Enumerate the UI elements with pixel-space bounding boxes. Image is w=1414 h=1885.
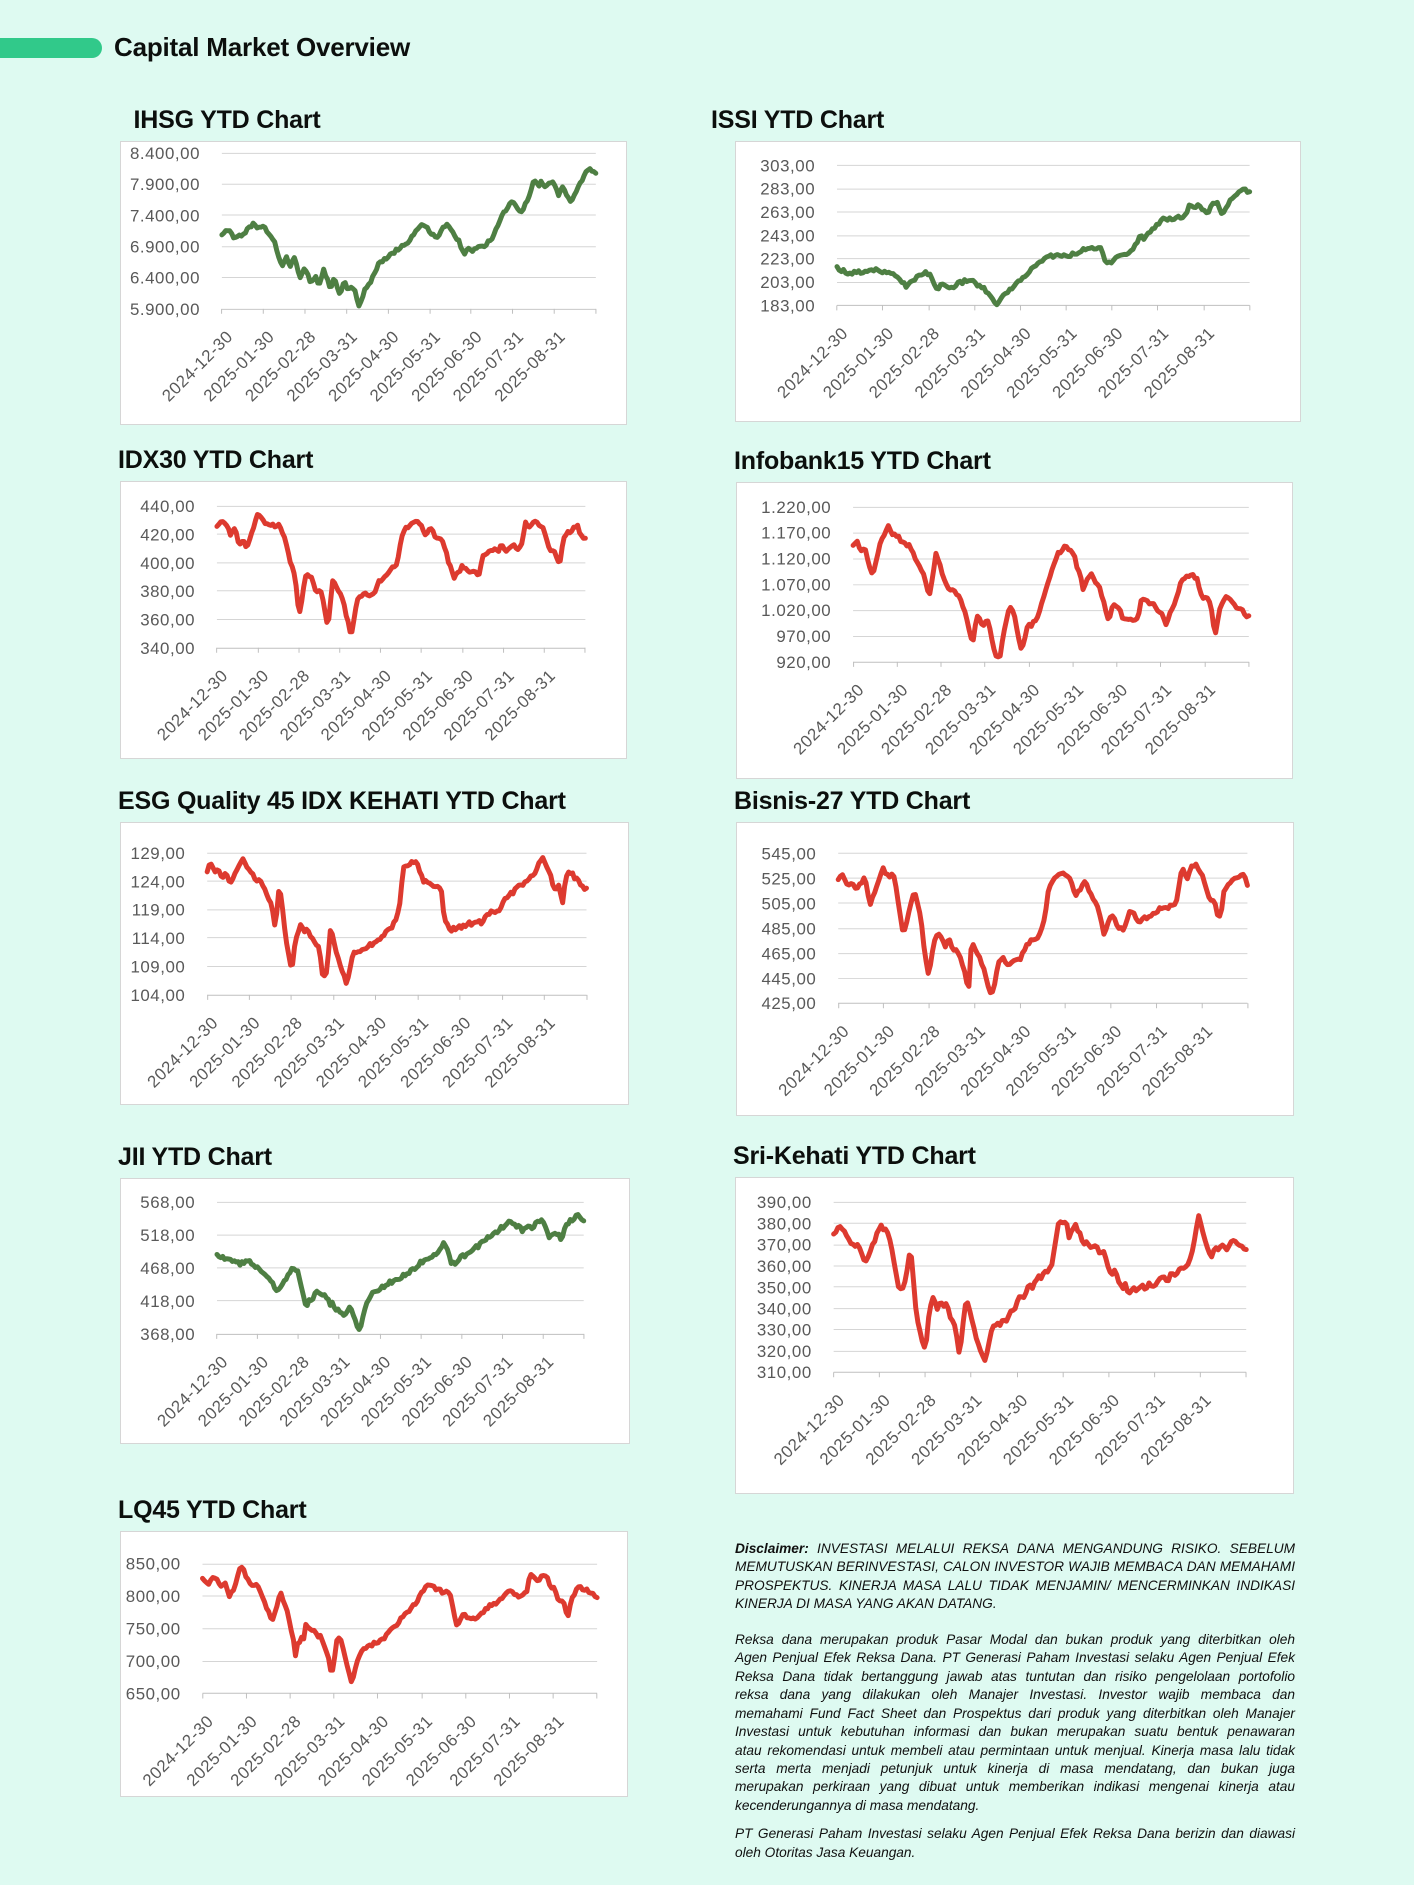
svg-text:223,00: 223,00 <box>760 250 815 269</box>
svg-text:263,00: 263,00 <box>760 203 815 222</box>
svg-text:850,00: 850,00 <box>126 1555 181 1574</box>
svg-text:119,00: 119,00 <box>132 901 186 920</box>
svg-text:750,00: 750,00 <box>126 1620 181 1639</box>
svg-text:1.020,00: 1.020,00 <box>761 601 831 620</box>
svg-text:243,00: 243,00 <box>760 226 815 245</box>
svg-text:418,00: 418,00 <box>140 1292 195 1311</box>
svg-text:1.070,00: 1.070,00 <box>761 575 831 594</box>
svg-text:970,00: 970,00 <box>776 627 831 646</box>
svg-text:183,00: 183,00 <box>760 296 815 315</box>
svg-text:8.400,00: 8.400,00 <box>129 144 199 163</box>
svg-text:518,00: 518,00 <box>140 1226 195 1245</box>
svg-text:920,00: 920,00 <box>776 653 831 672</box>
svg-text:485,00: 485,00 <box>761 919 816 938</box>
svg-text:129,00: 129,00 <box>130 844 185 863</box>
svg-text:440,00: 440,00 <box>140 497 195 516</box>
svg-text:465,00: 465,00 <box>761 944 816 963</box>
svg-text:420,00: 420,00 <box>140 525 195 544</box>
svg-text:468,00: 468,00 <box>140 1259 195 1278</box>
svg-text:368,00: 368,00 <box>140 1325 195 1344</box>
svg-text:360,00: 360,00 <box>757 1257 812 1276</box>
svg-text:350,00: 350,00 <box>757 1278 812 1297</box>
svg-text:370,00: 370,00 <box>757 1236 812 1255</box>
svg-text:114,00: 114,00 <box>132 929 186 948</box>
svg-text:283,00: 283,00 <box>760 180 815 199</box>
svg-text:545,00: 545,00 <box>761 844 816 863</box>
svg-text:800,00: 800,00 <box>126 1587 181 1606</box>
svg-text:525,00: 525,00 <box>761 869 816 888</box>
svg-text:505,00: 505,00 <box>761 894 816 913</box>
svg-text:360,00: 360,00 <box>140 610 195 629</box>
svg-text:400,00: 400,00 <box>140 554 195 573</box>
svg-text:124,00: 124,00 <box>130 872 185 891</box>
svg-text:380,00: 380,00 <box>757 1214 812 1233</box>
svg-text:104,00: 104,00 <box>130 986 185 1005</box>
svg-text:425,00: 425,00 <box>761 994 816 1013</box>
svg-text:650,00: 650,00 <box>126 1684 181 1703</box>
svg-text:7.900,00: 7.900,00 <box>129 175 199 194</box>
svg-text:5.900,00: 5.900,00 <box>129 300 199 319</box>
svg-text:203,00: 203,00 <box>760 273 815 292</box>
svg-text:109,00: 109,00 <box>130 957 185 976</box>
svg-text:340,00: 340,00 <box>140 639 195 658</box>
svg-text:7.400,00: 7.400,00 <box>129 206 199 225</box>
svg-text:700,00: 700,00 <box>126 1652 181 1671</box>
svg-text:1.120,00: 1.120,00 <box>761 549 831 568</box>
svg-text:6.400,00: 6.400,00 <box>129 269 199 288</box>
svg-text:568,00: 568,00 <box>140 1193 195 1212</box>
svg-text:330,00: 330,00 <box>757 1321 812 1340</box>
svg-text:310,00: 310,00 <box>757 1363 812 1382</box>
svg-text:390,00: 390,00 <box>757 1193 812 1212</box>
svg-text:320,00: 320,00 <box>757 1342 812 1361</box>
svg-text:6.900,00: 6.900,00 <box>129 237 199 256</box>
svg-text:340,00: 340,00 <box>757 1299 812 1318</box>
svg-text:1.220,00: 1.220,00 <box>761 498 831 517</box>
svg-text:380,00: 380,00 <box>140 582 195 601</box>
svg-text:1.170,00: 1.170,00 <box>761 524 831 543</box>
svg-text:445,00: 445,00 <box>761 969 816 988</box>
svg-text:303,00: 303,00 <box>760 156 815 175</box>
